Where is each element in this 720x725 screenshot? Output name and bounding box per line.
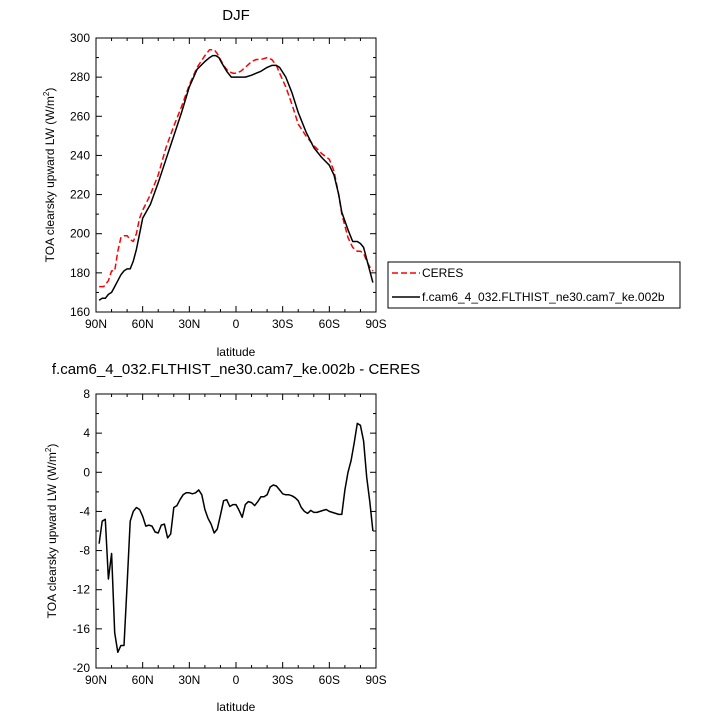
- top-y-tick-label: 160: [70, 305, 90, 319]
- legend-box: [387, 261, 681, 309]
- top-x-ticks: 90N 60N 30N 0 30S 60S 90S: [85, 38, 387, 331]
- top-series-line-ceres: [99, 48, 374, 288]
- bottom-y-axis-label-sup: 2: [44, 447, 53, 452]
- top-y-tick-label: 180: [70, 266, 90, 280]
- top-x-tick-label: 0: [233, 317, 240, 331]
- top-y-tick-label: 280: [70, 70, 90, 84]
- bottom-y-axis-label: TOA clearsky upward LW (W/m2): [44, 444, 59, 619]
- top-y-axis-label-sup: 2: [42, 91, 51, 96]
- bottom-y-axis-label-end: ): [45, 444, 59, 448]
- top-x-tick-label: 60S: [319, 317, 340, 331]
- top-x-axis-label: latitude: [217, 345, 256, 359]
- bottom-series-lines: [98, 422, 374, 654]
- top-series-lines: [98, 48, 374, 301]
- bottom-plot-frame: [95, 393, 377, 669]
- bottom-chart-title: f.cam6_4_032.FLTHIST_ne30.cam7_ke.002b -…: [52, 361, 420, 378]
- bottom-x-tick-label: 30S: [272, 673, 293, 687]
- bottom-y-tick-label: -12: [73, 583, 91, 597]
- bottom-y-ticks: -20 -16 -12 -8 -4 0 4 8: [73, 387, 376, 675]
- bottom-y-tick-label: -4: [79, 504, 90, 518]
- bottom-y-axis-label-main: TOA clearsky upward LW (W/m: [45, 452, 59, 618]
- top-series-line-model: [98, 54, 374, 301]
- bottom-x-tick-label: 90S: [365, 673, 386, 687]
- top-y-axis-label-main: TOA clearsky upward LW (W/m: [43, 96, 57, 262]
- top-y-tick-label: 220: [70, 188, 90, 202]
- bottom-x-axis-label: latitude: [217, 700, 256, 714]
- bottom-y-tick-label: -16: [73, 622, 91, 636]
- top-y-axis-label-end: ): [43, 88, 57, 92]
- bottom-x-tick-label: 30N: [178, 673, 200, 687]
- top-x-tick-label: 90N: [85, 317, 107, 331]
- legend-label-ceres: CERES: [422, 266, 463, 280]
- bottom-y-tick-label: 4: [83, 426, 90, 440]
- top-y-axis-label: TOA clearsky upward LW (W/m2): [42, 88, 57, 263]
- bottom-y-tick-label: 0: [83, 465, 90, 479]
- top-y-tick-label: 300: [70, 31, 90, 45]
- top-chart-title: DJF: [222, 7, 250, 24]
- legend-label-model: f.cam6_4_032.FLTHIST_ne30.cam7_ke.002b: [422, 290, 665, 304]
- bottom-x-tick-label: 60N: [132, 673, 154, 687]
- bottom-series-line-model: [98, 422, 374, 654]
- bottom-y-tick-label: -20: [73, 661, 91, 675]
- chart-legend: CERES f.cam6_4_032.FLTHIST_ne30.cam7_ke.…: [387, 261, 681, 309]
- top-panel: DJF 90N 60N 30N 0 30S 60S 90S 160 180 200 220 240 2…: [42, 7, 681, 359]
- bottom-x-tick-label: 90N: [85, 673, 107, 687]
- top-x-tick-label: 30S: [272, 317, 293, 331]
- top-x-tick-label: 30N: [178, 317, 200, 331]
- bottom-y-tick-label: -8: [79, 544, 90, 558]
- top-y-tick-label: 240: [70, 148, 90, 162]
- top-y-ticks: 160 180 200 220 240 260 280 300: [70, 31, 376, 319]
- bottom-x-tick-label: 0: [233, 673, 240, 687]
- bottom-panel: f.cam6_4_032.FLTHIST_ne30.cam7_ke.002b -…: [44, 361, 420, 714]
- bottom-x-ticks: 90N 60N 30N 0 30S 60S 90S: [85, 394, 387, 687]
- top-y-tick-label: 200: [70, 227, 90, 241]
- bottom-x-tick-label: 60S: [319, 673, 340, 687]
- bottom-y-tick-label: 8: [83, 387, 90, 401]
- top-x-tick-label: 90S: [365, 317, 386, 331]
- top-y-tick-label: 260: [70, 109, 90, 123]
- top-x-tick-label: 60N: [132, 317, 154, 331]
